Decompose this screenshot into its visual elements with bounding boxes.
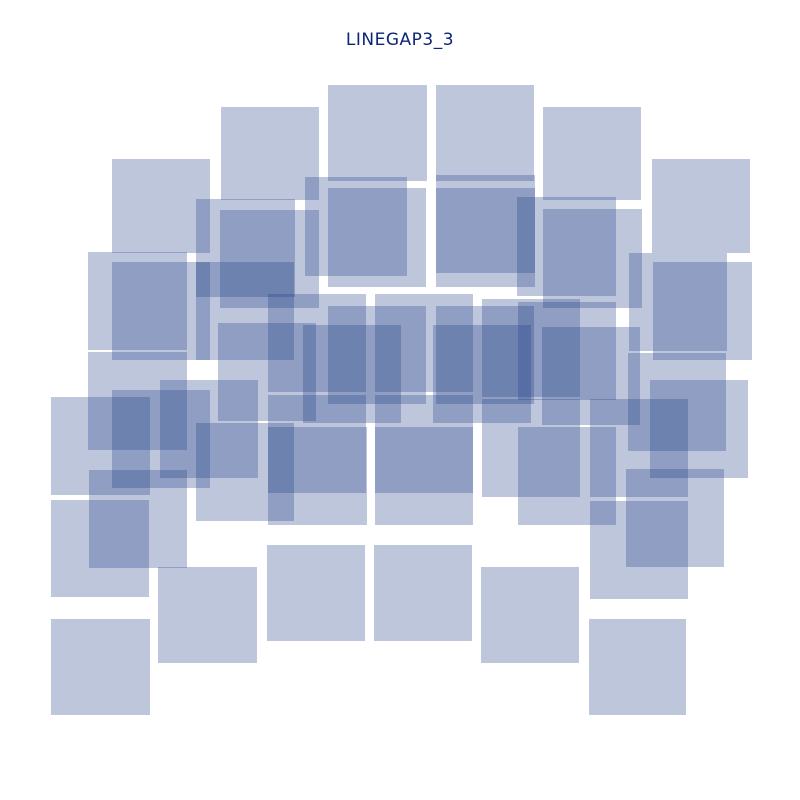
- art-square: [542, 327, 640, 425]
- art-square: [88, 252, 187, 350]
- art-square: [268, 427, 367, 525]
- art-square: [433, 325, 531, 423]
- art-square: [543, 209, 642, 308]
- art-square: [375, 427, 473, 525]
- art-square: [196, 423, 294, 521]
- art-square: [305, 177, 407, 276]
- art-square: [653, 262, 752, 360]
- art-square: [112, 159, 210, 253]
- art-square: [89, 470, 187, 568]
- art-square: [629, 253, 727, 351]
- art-square: [436, 306, 534, 404]
- art-square: [221, 107, 319, 200]
- art-square: [652, 159, 750, 253]
- art-square: [112, 390, 210, 488]
- art-square: [158, 567, 257, 663]
- art-square: [160, 380, 258, 478]
- art-square: [590, 501, 688, 599]
- art-square: [218, 323, 316, 421]
- art-square: [328, 188, 426, 287]
- art-square: [628, 353, 726, 451]
- art-square: [375, 395, 473, 493]
- art-square: [88, 352, 187, 450]
- art-square: [328, 85, 427, 181]
- art-square: [196, 262, 294, 360]
- art-square: [650, 380, 748, 478]
- art-square: [517, 197, 616, 296]
- art-square: [375, 294, 473, 392]
- art-square: [220, 210, 319, 308]
- art-square: [589, 619, 686, 715]
- art-square: [436, 188, 535, 287]
- art-square: [481, 567, 579, 663]
- art-square: [303, 325, 401, 423]
- art-square: [518, 302, 616, 400]
- figure-title: LINEGAP3_3: [345, 30, 455, 50]
- art-square: [328, 306, 426, 404]
- art-square: [436, 175, 535, 273]
- art-square: [590, 399, 688, 497]
- art-square: [518, 427, 616, 525]
- art-square: [482, 399, 580, 497]
- art-square: [51, 619, 150, 715]
- art-square: [268, 395, 366, 493]
- art-square: [482, 299, 580, 397]
- art-square: [626, 469, 724, 567]
- art-square: [267, 545, 365, 641]
- art-square: [268, 294, 366, 392]
- art-square: [436, 85, 534, 181]
- art-square: [51, 397, 150, 495]
- art-square: [51, 500, 149, 597]
- art-square: [112, 262, 210, 360]
- art-square: [543, 107, 641, 200]
- art-square: [374, 545, 472, 641]
- art-square: [196, 199, 295, 297]
